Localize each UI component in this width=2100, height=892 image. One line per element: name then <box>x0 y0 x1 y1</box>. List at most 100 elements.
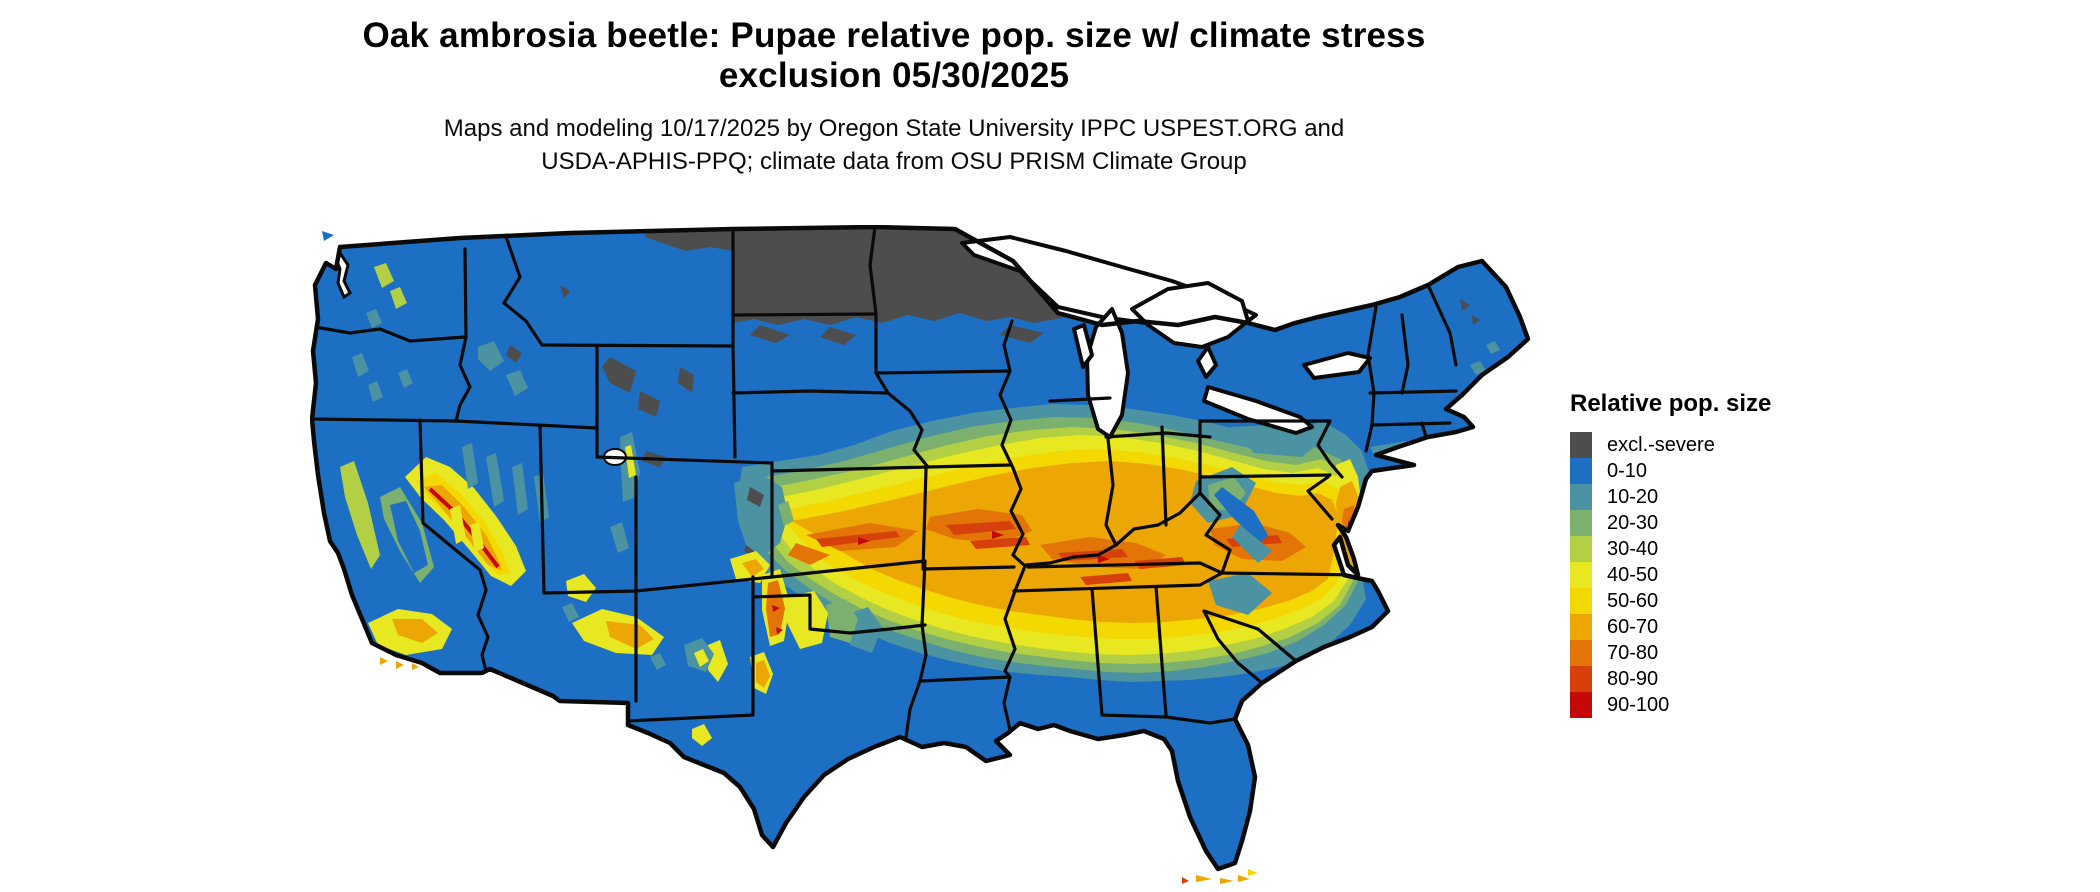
map-ridge-blue-1 <box>1214 487 1268 543</box>
legend-swatch <box>1570 432 1592 458</box>
map-red-speck-2 <box>992 531 1004 539</box>
keys-dash-3 <box>1238 875 1250 882</box>
us-outline <box>310 225 1531 872</box>
keys-red-dot <box>1182 877 1189 884</box>
map-region-sierra-crest <box>428 487 500 569</box>
legend-label: 0-10 <box>1607 460 1648 482</box>
map-title: Oak ambrosia beetle: Pupae relative pop.… <box>294 16 1494 96</box>
keys-dash-4 <box>1248 869 1258 876</box>
map-subtitle-line2: USDA-APHIS-PPQ; climate data from OSU PR… <box>541 148 1247 175</box>
legend-title: Relative pop. size <box>1570 390 1772 417</box>
legend-swatch <box>1570 666 1592 692</box>
map-region-blackrange <box>708 640 728 682</box>
legend-row-50-60: 50-60 <box>1570 588 1830 614</box>
legend-swatch <box>1570 692 1592 718</box>
map-region-wa-speck-2 <box>390 287 407 309</box>
lake-michigan <box>1085 307 1130 439</box>
legend-row-40-50: 40-50 <box>1570 562 1830 588</box>
map-subtitle-line1: Maps and modeling 10/17/2025 by Oregon S… <box>443 115 1345 142</box>
lake-huron <box>1130 281 1250 349</box>
great-lakes <box>960 235 1372 439</box>
legend-label: 10-20 <box>1607 486 1659 508</box>
map-region-gila-yellow <box>694 649 709 667</box>
map-region-co-green <box>778 501 794 526</box>
offshore-islands <box>380 657 1258 884</box>
legend-label: excl.-severe <box>1607 434 1715 456</box>
lake-stclair <box>1196 345 1218 379</box>
map-figure <box>310 225 1560 885</box>
map-region-az-teal-2 <box>650 653 666 670</box>
map-red-speck-3 <box>1098 555 1110 563</box>
map-region-wasatch-yellow <box>625 445 636 478</box>
legend-label: 60-70 <box>1607 616 1659 638</box>
map-redstreak-mo <box>946 521 1016 535</box>
map-region-co-teal <box>734 475 788 557</box>
channel-island-2 <box>396 661 404 669</box>
map-region-coast-range <box>340 461 380 569</box>
header-block: Oak ambrosia beetle: Pupae relative pop.… <box>294 16 1494 178</box>
legend-row-90-100: 90-100 <box>1570 692 1830 718</box>
keys-dash-1 <box>1196 875 1212 882</box>
map-region-me-coast-2 <box>1486 341 1500 354</box>
map-region-davis-mtns <box>692 724 712 746</box>
state-borders <box>312 227 1458 739</box>
legend-swatch <box>1570 588 1592 614</box>
map-gray-sd-fringe-2 <box>820 327 856 345</box>
legend-row-excl.-severe: excl.-severe <box>1570 432 1830 458</box>
map-region-or-teal-2 <box>368 381 383 402</box>
map-region-sangre-red-1 <box>772 605 780 612</box>
map-region-kaibab <box>566 574 596 602</box>
legend-swatch <box>1570 510 1592 536</box>
legend-label: 70-80 <box>1607 642 1659 664</box>
legend-rows: excl.-severe 0-10 10-20 20-30 30-40 40-50 50-6… <box>1570 432 1830 718</box>
legend-label: 80-90 <box>1607 668 1659 690</box>
map-title-line1: Oak ambrosia beetle: Pupae relative pop.… <box>362 16 1426 55</box>
map-region-or-teal-3 <box>398 369 413 388</box>
legend-row-80-90: 80-90 <box>1570 666 1830 692</box>
legend-row-70-80: 70-80 <box>1570 640 1830 666</box>
map-region-wa-speck-1 <box>374 263 394 288</box>
map-gray-mt-west <box>560 285 570 299</box>
map-region-mogollon-orange <box>606 621 654 649</box>
map-gray-yellowstone <box>602 357 636 393</box>
legend-swatch <box>1570 614 1592 640</box>
us-map-svg <box>310 225 1531 884</box>
channel-island-1 <box>380 657 388 665</box>
map-streak-kswest <box>788 543 830 565</box>
map-region-sacramento-orange <box>756 660 770 688</box>
legend-row-60-70: 60-70 <box>1570 614 1830 640</box>
legend-swatch <box>1570 458 1592 484</box>
map-gray-maine-1 <box>1460 299 1470 311</box>
keys-dash-2 <box>1220 878 1234 884</box>
map-region-nv-range-2 <box>486 453 504 507</box>
map-gray-co-4 <box>747 487 764 507</box>
legend-row-0-10: 0-10 <box>1570 458 1830 484</box>
map-region-txpan-yellow <box>786 591 828 649</box>
map-region-wa-teal <box>366 309 382 328</box>
map-region-nv-yellow-1 <box>450 505 466 544</box>
map-gray-maine-2 <box>1472 315 1480 325</box>
map-region-nc-mtns <box>1208 573 1272 615</box>
legend-label: 40-50 <box>1607 564 1659 586</box>
legend-swatch <box>1570 640 1592 666</box>
legend-label: 20-30 <box>1607 512 1659 534</box>
map-redstreak-moky <box>970 537 1030 549</box>
map-gray-windriver <box>638 391 660 417</box>
map-region-me-coast-1 <box>1470 361 1486 375</box>
map-gray-sd-fringe-1 <box>750 325 790 343</box>
map-gray-wi-fringe <box>1000 325 1044 343</box>
map-gray-idaho <box>506 345 522 363</box>
map-region-nv-yellow-2 <box>470 522 484 552</box>
map-subtitle: Maps and modeling 10/17/2025 by Oregon S… <box>294 112 1494 178</box>
legend: Relative pop. size excl.-severe 0-10 10-20… <box>1570 390 1830 718</box>
legend-swatch <box>1570 536 1592 562</box>
map-region-az-teal-1 <box>562 603 579 622</box>
map-region-id-teal-1 <box>478 341 504 371</box>
map-region-nv-range-3 <box>512 463 528 515</box>
map-region-nv-range-1 <box>462 443 478 489</box>
map-gray-bighorn <box>678 367 694 393</box>
map-title-line2: exclusion 05/30/2025 <box>718 56 1070 95</box>
map-red-speck-1 <box>858 537 870 545</box>
legend-row-10-20: 10-20 <box>1570 484 1830 510</box>
map-redstreak-tn <box>1080 573 1132 585</box>
